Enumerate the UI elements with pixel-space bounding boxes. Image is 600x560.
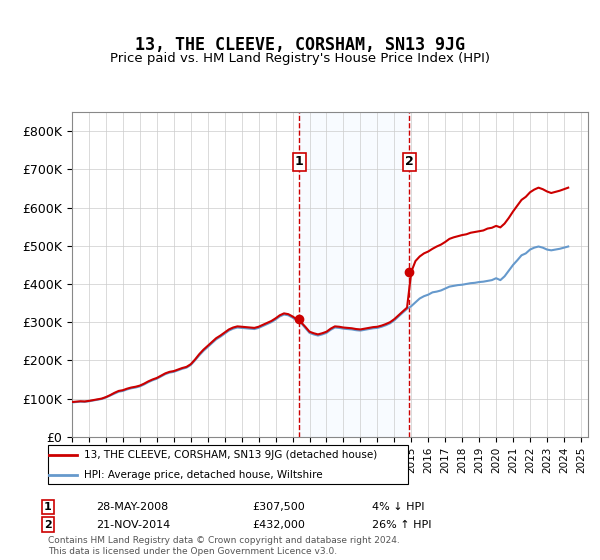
FancyBboxPatch shape [48, 445, 408, 484]
Text: Contains HM Land Registry data © Crown copyright and database right 2024.
This d: Contains HM Land Registry data © Crown c… [48, 536, 400, 556]
Bar [299, 112, 409, 437]
Text: 4% ↓ HPI: 4% ↓ HPI [372, 502, 425, 512]
Text: HPI: Average price, detached house, Wiltshire: HPI: Average price, detached house, Wilt… [84, 470, 323, 479]
Text: £432,000: £432,000 [252, 520, 305, 530]
Text: 1: 1 [295, 155, 304, 168]
Text: 1: 1 [44, 502, 52, 512]
Text: 21-NOV-2014: 21-NOV-2014 [96, 520, 170, 530]
Text: 26% ↑ HPI: 26% ↑ HPI [372, 520, 431, 530]
Text: 13, THE CLEEVE, CORSHAM, SN13 9JG (detached house): 13, THE CLEEVE, CORSHAM, SN13 9JG (detac… [84, 450, 377, 460]
Text: 13, THE CLEEVE, CORSHAM, SN13 9JG: 13, THE CLEEVE, CORSHAM, SN13 9JG [135, 36, 465, 54]
Text: £307,500: £307,500 [252, 502, 305, 512]
Text: 28-MAY-2008: 28-MAY-2008 [96, 502, 168, 512]
Text: Price paid vs. HM Land Registry's House Price Index (HPI): Price paid vs. HM Land Registry's House … [110, 52, 490, 64]
Text: 2: 2 [44, 520, 52, 530]
Text: 2: 2 [405, 155, 414, 168]
